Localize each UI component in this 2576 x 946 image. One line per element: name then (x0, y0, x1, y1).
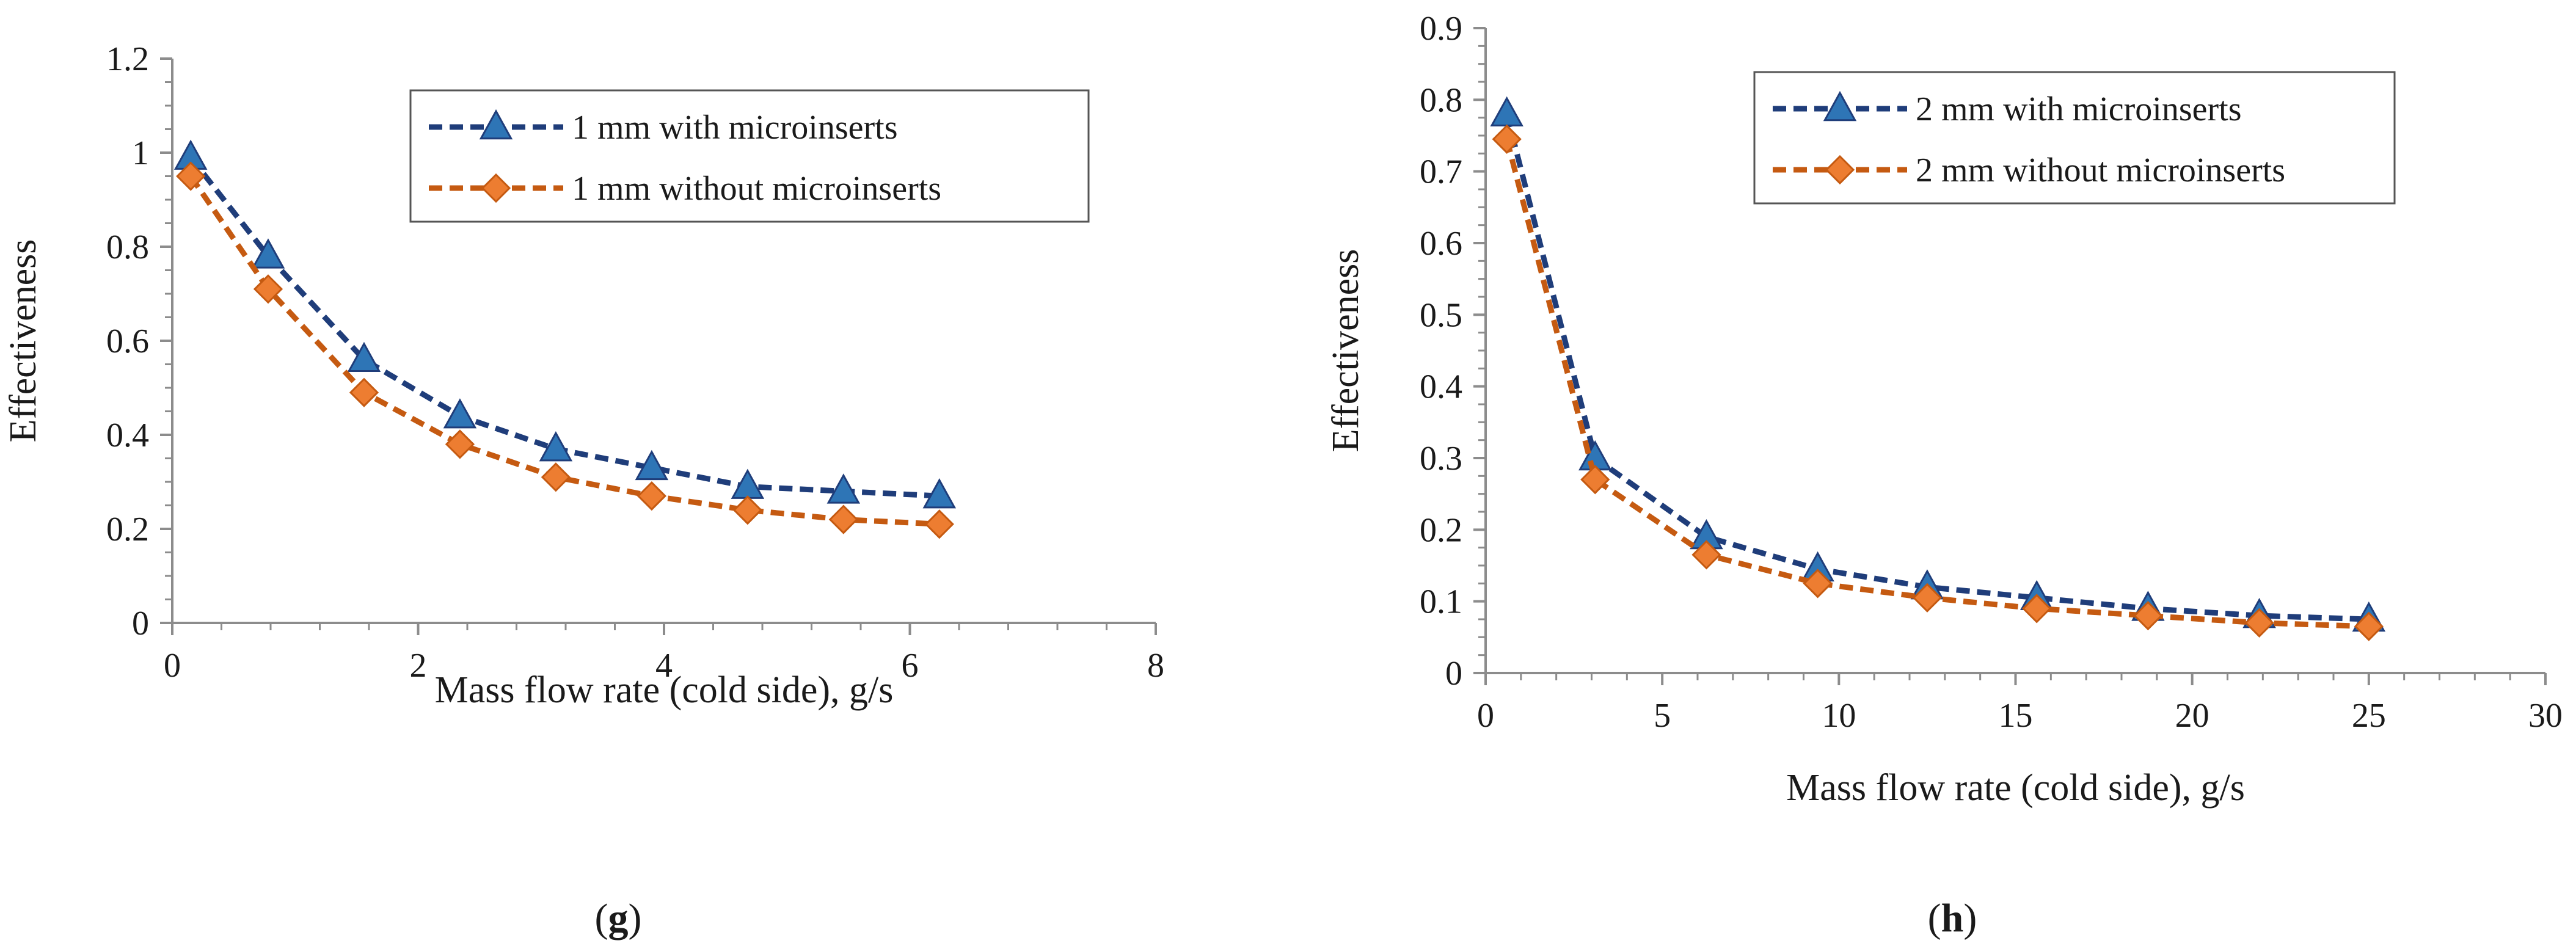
y-tick-label: 0.2 (106, 511, 149, 548)
data-point-triangle (251, 238, 285, 269)
x-tick-label: 6 (902, 647, 919, 685)
legend-entry-label: 2 mm without microinserts (1916, 151, 2285, 189)
y-tick-label: 0.8 (106, 228, 149, 266)
panel-label-g-letter: g (608, 896, 629, 941)
data-point-diamond (2022, 594, 2052, 624)
legend-diamond-icon (481, 173, 511, 203)
y-tick-label: 0.9 (1420, 10, 1462, 48)
data-point-diamond (732, 495, 762, 525)
x-tick-label: 4 (655, 647, 673, 685)
legend-diamond-icon (1825, 155, 1855, 185)
y-axis-label: Effectiveness (1325, 249, 1366, 453)
data-point-triangle (539, 431, 573, 462)
x-tick-label: 15 (1999, 697, 2033, 735)
y-tick-label: 0.6 (106, 322, 149, 360)
x-tick-label: 20 (2175, 697, 2209, 735)
legend-entry-label: 1 mm with microinserts (572, 109, 898, 147)
data-point-triangle (826, 473, 861, 504)
legend-entry-label: 1 mm without microinserts (572, 170, 941, 208)
y-tick-label: 0 (132, 605, 149, 642)
legend-entry-label: 2 mm with microinserts (1916, 90, 2242, 128)
data-point-diamond (445, 429, 475, 459)
data-point-diamond (253, 274, 283, 304)
x-tick-label: 2 (410, 647, 427, 685)
y-tick-label: 0 (1445, 655, 1462, 693)
x-axis-label: Mass flow rate (cold side), g/s (435, 669, 894, 711)
data-point-diamond (1803, 569, 1833, 599)
panel-label-h-letter: h (1941, 896, 1964, 941)
y-tick-label: 1 (132, 134, 149, 172)
y-tick-label: 0.7 (1420, 153, 1462, 191)
data-point-triangle (635, 449, 669, 481)
panel-label-h: (h) (1928, 896, 1977, 941)
legend-triangle-icon (1823, 90, 1857, 122)
data-point-diamond (176, 161, 206, 191)
x-tick-label: 8 (1147, 647, 1164, 685)
y-axis-label: Effectiveness (2, 239, 44, 443)
legend: 1 mm with microinserts 1 mm without micro… (409, 89, 1090, 223)
x-tick-label: 30 (2528, 697, 2563, 735)
y-tick-label: 0.6 (1420, 225, 1462, 263)
y-tick-label: 0.8 (1420, 81, 1462, 119)
x-tick-label: 0 (1477, 697, 1494, 735)
y-tick-label: 0.3 (1420, 440, 1462, 478)
y-tick-label: 0.1 (1420, 583, 1462, 621)
panel-label-g: (g) (595, 896, 642, 941)
x-tick-label: 0 (164, 647, 181, 685)
data-point-diamond (2133, 601, 2163, 631)
data-point-diamond (1492, 124, 1522, 154)
y-tick-label: 0.2 (1420, 511, 1462, 549)
y-tick-label: 0.5 (1420, 296, 1462, 334)
data-point-diamond (2244, 608, 2274, 638)
y-tick-label: 0.4 (1420, 368, 1462, 406)
data-point-diamond (828, 504, 858, 534)
data-point-diamond (541, 462, 571, 492)
y-tick-label: 0.4 (106, 417, 149, 454)
data-point-triangle (347, 341, 381, 373)
data-point-diamond (637, 481, 666, 511)
legend-box (1753, 71, 2396, 205)
x-tick-label: 5 (1654, 697, 1671, 735)
y-tick-label: 1.2 (106, 40, 149, 78)
data-point-diamond (1691, 540, 1721, 570)
data-point-diamond (1580, 465, 1610, 495)
legend: 2 mm with microinserts 2 mm without micro… (1753, 71, 2396, 205)
data-point-diamond (2354, 611, 2384, 641)
data-point-triangle (443, 398, 477, 429)
x-tick-label: 25 (2352, 697, 2386, 735)
data-point-triangle (922, 478, 957, 509)
chart-panel-g: 0 0.2 0.4 0.6 0.8 1 1.2 0 2 4 6 8 Effectiveness Mass … (2, 40, 1164, 711)
chart-panel-h: 0 0.1 0.2 0.3 0.4 0.5 0.6 0.7 0.8 0.9 0 5 10 15 20 25 30… (1325, 10, 2563, 809)
data-point-diamond (1912, 583, 1943, 613)
data-point-diamond (349, 377, 379, 407)
data-point-diamond (924, 509, 954, 539)
legend-triangle-icon (479, 109, 513, 140)
x-tick-label: 10 (1822, 697, 1856, 735)
x-axis-label: Mass flow rate (cold side), g/s (1786, 767, 2245, 809)
legend-box (409, 89, 1090, 223)
